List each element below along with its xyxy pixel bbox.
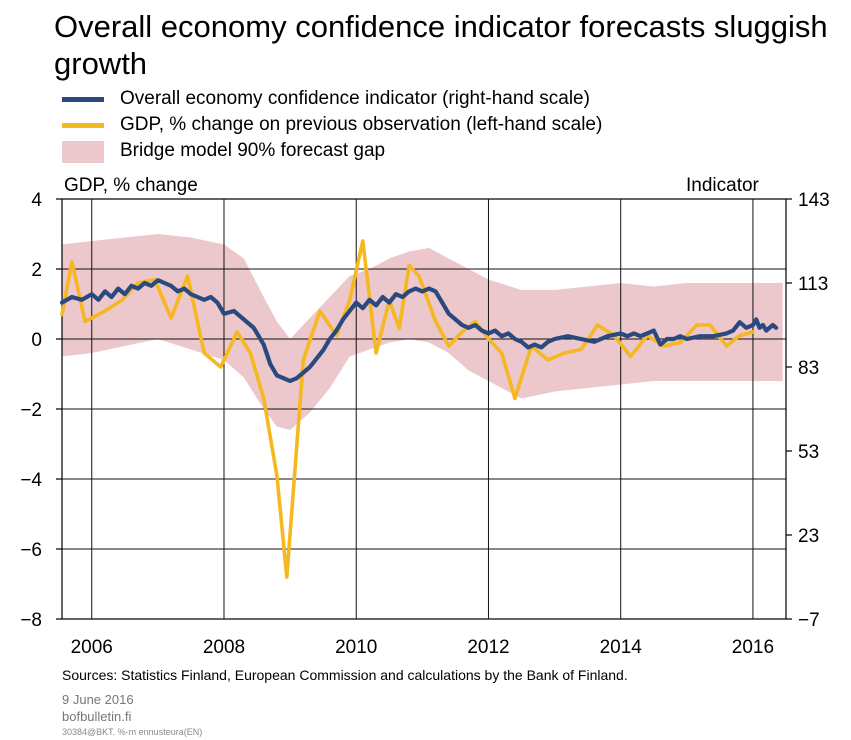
left-axis-tick-label: −6 bbox=[20, 540, 42, 561]
x-axis-tick-label: 2010 bbox=[335, 637, 377, 658]
legend-swatch-gdp bbox=[62, 123, 104, 128]
right-axis-tick-label: 143 bbox=[798, 190, 830, 211]
right-axis-tick-label: 53 bbox=[798, 442, 819, 463]
site-name: bofbulletin.fi bbox=[62, 709, 132, 724]
left-axis-tick-label: 2 bbox=[31, 260, 42, 281]
chart-title: Overall economy confidence indicator for… bbox=[54, 9, 828, 81]
left-axis-tick-label: −8 bbox=[20, 610, 42, 631]
sources-note: Sources: Statistics Finland, European Co… bbox=[62, 667, 628, 683]
right-axis-tick-label: 113 bbox=[798, 274, 828, 295]
x-axis-tick-label: 2014 bbox=[600, 637, 643, 658]
publication-date: 9 June 2016 bbox=[62, 692, 134, 707]
right-axis-tick-label: 23 bbox=[798, 526, 819, 547]
right-axis-label: Indicator bbox=[686, 175, 759, 196]
left-axis-tick-label: 0 bbox=[31, 330, 42, 351]
x-axis-tick-label: 2006 bbox=[71, 637, 113, 658]
right-axis-tick-label: 83 bbox=[798, 358, 819, 379]
legend-label-forecast-gap: Bridge model 90% forecast gap bbox=[120, 140, 386, 161]
left-axis-tick-label: −4 bbox=[20, 470, 42, 491]
forecast-gap-band bbox=[62, 234, 783, 430]
left-axis-label: GDP, % change bbox=[64, 175, 198, 196]
right-axis-tick-label: −7 bbox=[798, 610, 820, 631]
confidence-series-line bbox=[59, 278, 779, 384]
x-axis-tick-label: 2012 bbox=[467, 637, 509, 658]
legend-swatch-forecast-gap bbox=[62, 141, 104, 163]
legend-label-confidence: Overall economy confidence indicator (ri… bbox=[120, 88, 590, 109]
x-axis-tick-label: 2016 bbox=[732, 637, 774, 658]
x-axis-tick-label: 2008 bbox=[203, 637, 245, 658]
chart-code: 30384@BKT. %-m ennusteura(EN) bbox=[62, 727, 203, 737]
left-axis-tick-label: 4 bbox=[31, 190, 42, 211]
legend-swatch-confidence bbox=[62, 97, 104, 102]
left-axis-tick-label: −2 bbox=[20, 400, 42, 421]
legend-label-gdp: GDP, % change on previous observation (l… bbox=[120, 114, 603, 135]
